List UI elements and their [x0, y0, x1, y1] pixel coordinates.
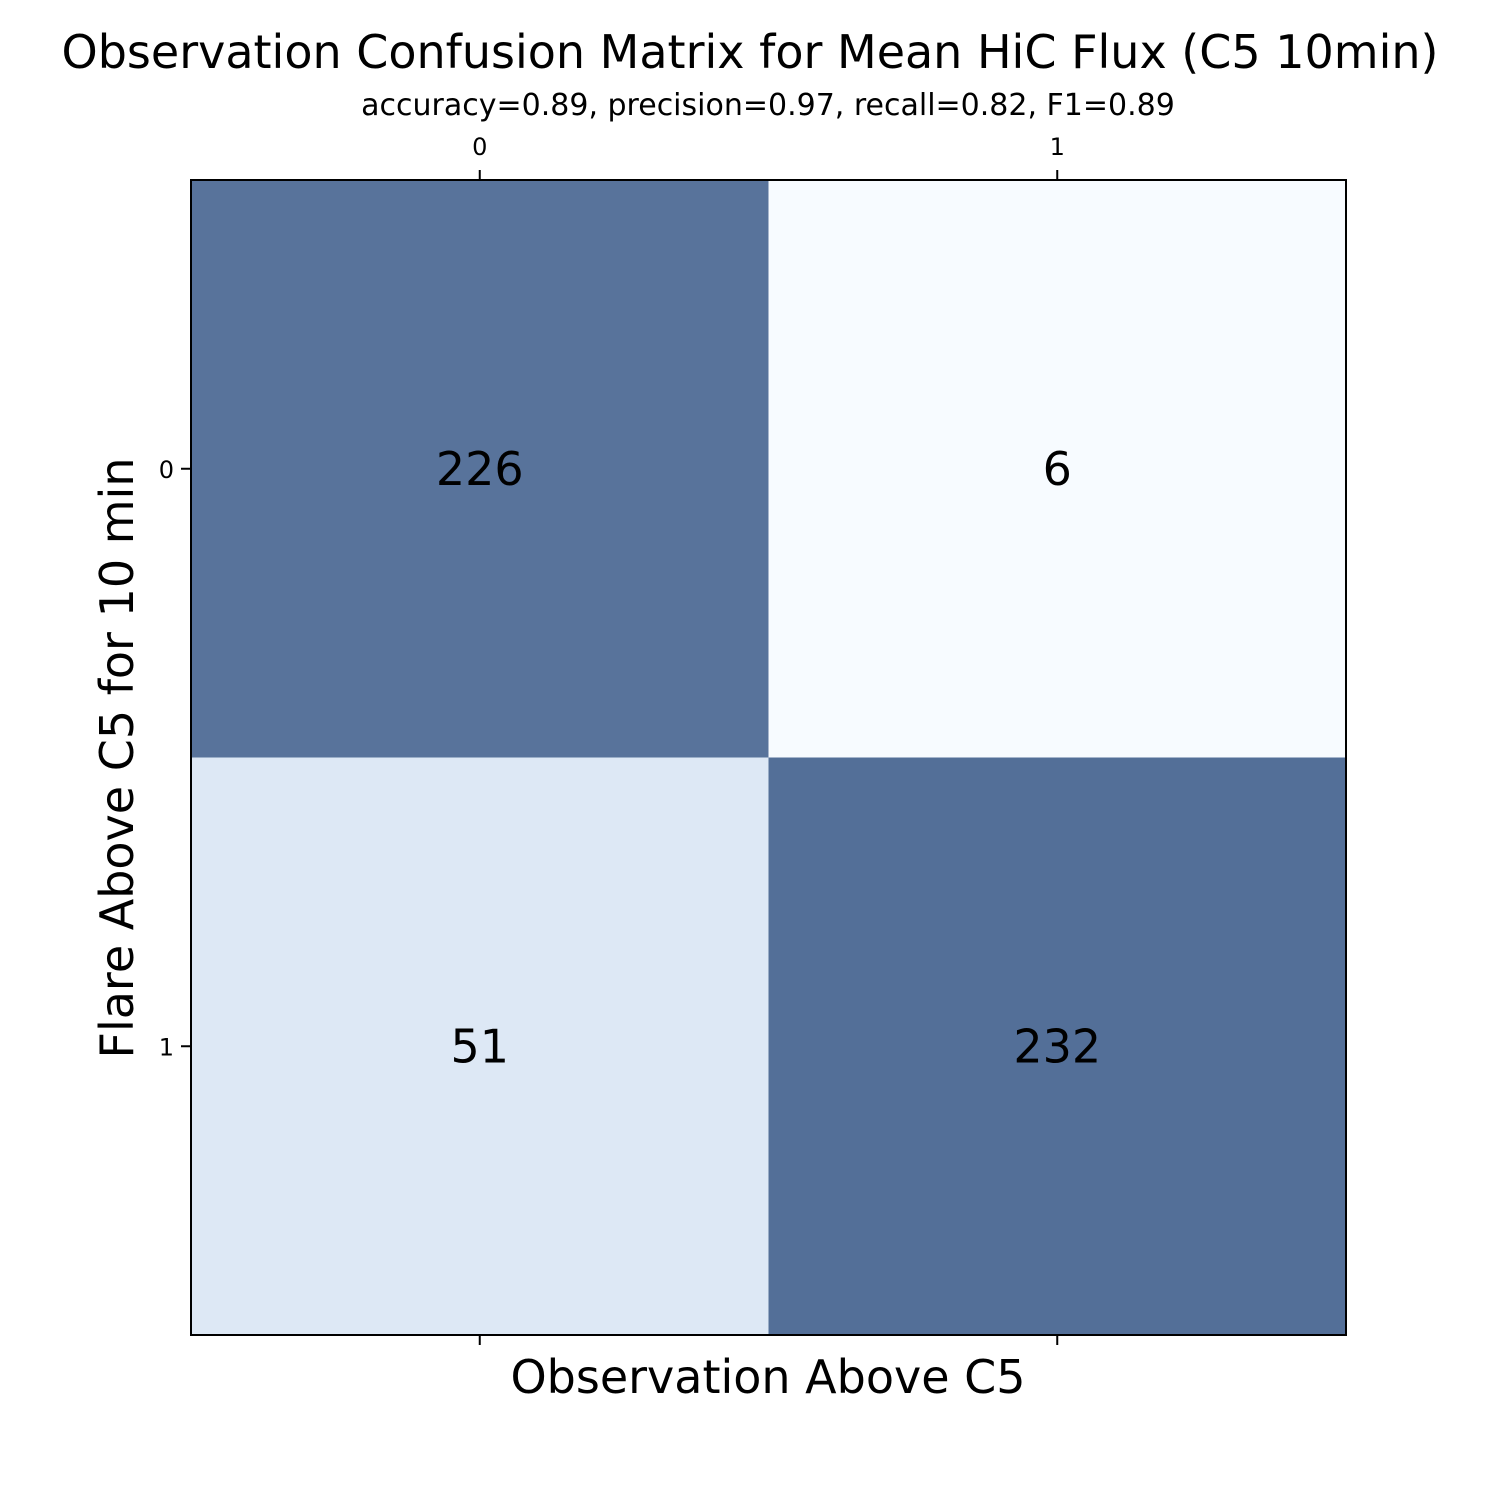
x-axis-label: Observation Above C5 — [510, 1350, 1025, 1404]
y-tick-label-0: 0 — [159, 456, 174, 484]
axis-ticks: 0 1 0 1 — [159, 133, 1065, 1345]
matrix-cell-value-r0-c0: 226 — [436, 442, 524, 496]
matrix-cell-r1-c0 — [191, 757, 769, 1335]
matrix-cell-value-r1-c1: 232 — [1013, 1019, 1101, 1073]
chart-title: Observation Confusion Matrix for Mean Hi… — [62, 25, 1439, 79]
y-tick-label-1: 1 — [159, 1033, 174, 1061]
y-axis-label: Flare Above C5 for 10 min — [90, 458, 144, 1059]
matrix-cell-r1-c1 — [768, 757, 1346, 1335]
x-tick-label-0: 0 — [472, 133, 487, 161]
matrix-cell-labels: 226 6 51 232 — [436, 442, 1101, 1074]
chart-subtitle: accuracy=0.89, precision=0.97, recall=0.… — [361, 88, 1175, 123]
plot-frame — [190, 179, 1347, 1336]
matrix-cells — [191, 180, 1346, 1335]
matrix-cell-r0-c0 — [191, 180, 769, 758]
matrix-cell-r0-c1 — [768, 180, 1346, 758]
matrix-cell-value-r1-c0: 51 — [450, 1019, 509, 1073]
matrix-cell-value-r0-c1: 6 — [1043, 442, 1072, 496]
x-tick-label-1: 1 — [1050, 133, 1065, 161]
